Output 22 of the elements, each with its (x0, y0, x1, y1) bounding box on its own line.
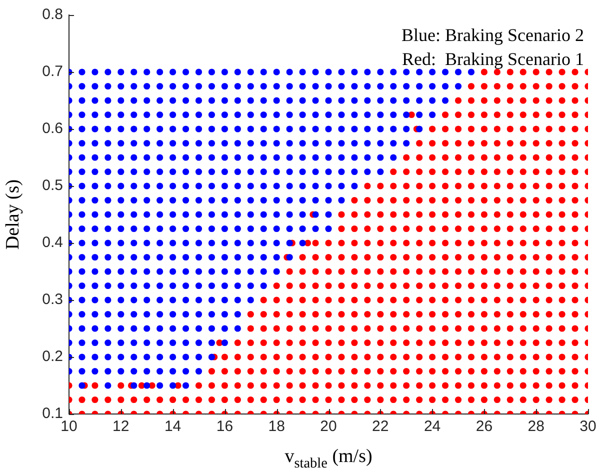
annotation: Red: Braking Scenario 1 (402, 49, 584, 69)
y-tick-label: 0.7 (42, 63, 63, 80)
x-tick-label: 12 (112, 418, 130, 436)
x-tick-label: 26 (476, 418, 493, 436)
y-tick-label: 0.4 (42, 234, 63, 252)
y-tick-label: 0.6 (42, 120, 63, 138)
x-tick-label: 16 (216, 418, 234, 436)
y-tick-label: 0.1 (42, 405, 63, 422)
y-tick-label: 0.8 (42, 6, 63, 24)
x-tick-label: 28 (528, 418, 544, 436)
x-tick-label: 18 (268, 418, 285, 436)
y-tick-label: 0.5 (42, 177, 63, 194)
y-axis-title: Delay (s) (2, 179, 24, 250)
x-tick-label: 22 (372, 418, 389, 436)
x-tick-label: 24 (424, 418, 441, 436)
x-tick-label: 30 (580, 418, 596, 436)
y-tick-label: 0.3 (42, 291, 63, 308)
x-tick-label: 14 (164, 418, 182, 436)
annotation: Blue: Braking Scenario 2 (402, 25, 584, 45)
y-tick-label: 0.2 (42, 348, 63, 366)
x-tick-label: 20 (320, 418, 337, 436)
x-tick-label: 10 (60, 418, 78, 436)
